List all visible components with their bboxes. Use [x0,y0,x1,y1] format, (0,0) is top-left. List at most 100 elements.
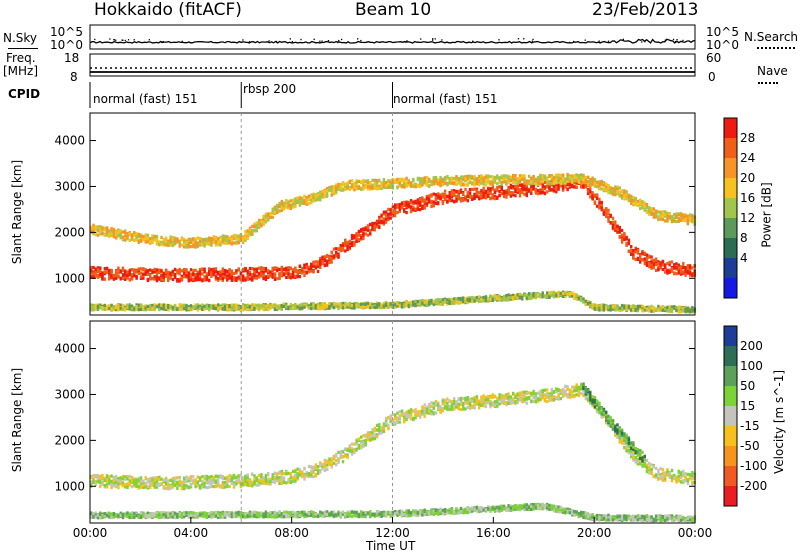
echo-cell [115,276,118,280]
echo-cell [105,307,109,311]
echo-cell [455,189,458,194]
echo-cell [607,307,610,311]
echo-cell [677,310,680,314]
echo-cell [652,262,655,266]
echo-cell [439,176,442,180]
echo-cell [244,267,247,271]
echo-cell [648,262,651,266]
echo-cell [246,303,249,307]
echo-cell [595,196,599,200]
echo-cell [684,305,687,309]
echo-cell [679,310,683,314]
echo-cell [428,177,431,181]
echo-cell [285,302,288,306]
echo-cell [639,198,642,202]
echo-cell [205,278,209,282]
echo-cell [534,191,538,195]
echo-cell [600,307,603,311]
echo-cell [128,270,131,274]
echo-cell [307,202,311,206]
echo-cell [523,192,526,196]
echo-cell [475,191,479,195]
cpid-mode-2: rbsp 200 [243,82,297,96]
y-tick-label: 2000 [54,225,85,239]
echo-cell [654,263,658,267]
echo-cell [677,271,680,275]
echo-cell [502,294,506,299]
echo-cell [532,179,535,183]
echo-cell [348,245,351,249]
echo-cell [362,303,365,307]
echo-cell [178,307,181,311]
echo-cell [255,267,258,271]
echo-cell [110,227,113,231]
nsearch-point [672,38,675,41]
echo-cell [384,303,388,307]
echo-cell [582,178,585,182]
echo-cell [468,192,472,196]
nsearch-point [319,40,321,42]
echo-cell [332,302,336,307]
echo-cell [94,228,97,232]
echo-cell [208,236,211,240]
echo-cell [450,195,454,199]
echo-cell [632,253,635,257]
echo-cell [666,261,669,266]
echo-cell [319,303,322,307]
echo-cell [543,192,547,196]
echo-cell [189,268,193,272]
echo-cell [90,225,93,230]
nsearch-tick-top: 10^5 [706,25,739,39]
echo-cell [489,180,492,184]
echo-cell [257,266,261,270]
echo-cell [684,273,687,277]
echo-cell [196,243,199,247]
echo-cell [301,271,304,275]
echo-cell [448,177,451,181]
echo-cell [425,303,429,307]
echo-cell [389,179,392,183]
echo-cell [654,215,658,219]
echo-cell [482,194,485,198]
echo-cell [149,237,152,241]
y-tick-label: 1000 [54,271,85,285]
echo-cell [514,295,517,299]
echo-cell [96,475,100,479]
echo-cell [223,234,227,238]
echo-cell [346,302,349,306]
echo-cell [541,175,544,180]
colorbar-swatch [724,278,737,299]
echo-cell [688,271,692,275]
echo-cell [414,199,417,203]
echo-cell [557,184,560,189]
echo-cell [398,205,401,209]
echo-cell [244,305,247,309]
echo-cell [262,304,265,308]
echo-cell [673,217,676,221]
echo-cell [614,228,617,232]
echo-cell [645,307,649,311]
echo-cell [536,178,540,182]
echo-cell [514,294,517,298]
echo-cell [155,305,159,309]
echo-cell [462,175,465,179]
echo-cell [226,278,229,282]
nsearch-point [573,40,575,43]
echo-cell [387,302,390,306]
echo-cell [296,198,299,203]
echo-cell [539,293,542,297]
echo-cell [210,305,213,309]
echo-cell [550,292,553,296]
echo-cell [591,194,594,199]
echo-cell [360,236,363,240]
echo-cell [539,175,542,179]
echo-cell [350,237,354,241]
echo-cell [310,269,313,273]
echo-cell [691,214,694,218]
echo-cell [616,224,619,228]
echo-cell [296,271,299,276]
echo-cell [267,274,270,278]
echo-cell [171,243,175,248]
echo-cell [362,186,365,190]
echo-cell [664,266,667,270]
